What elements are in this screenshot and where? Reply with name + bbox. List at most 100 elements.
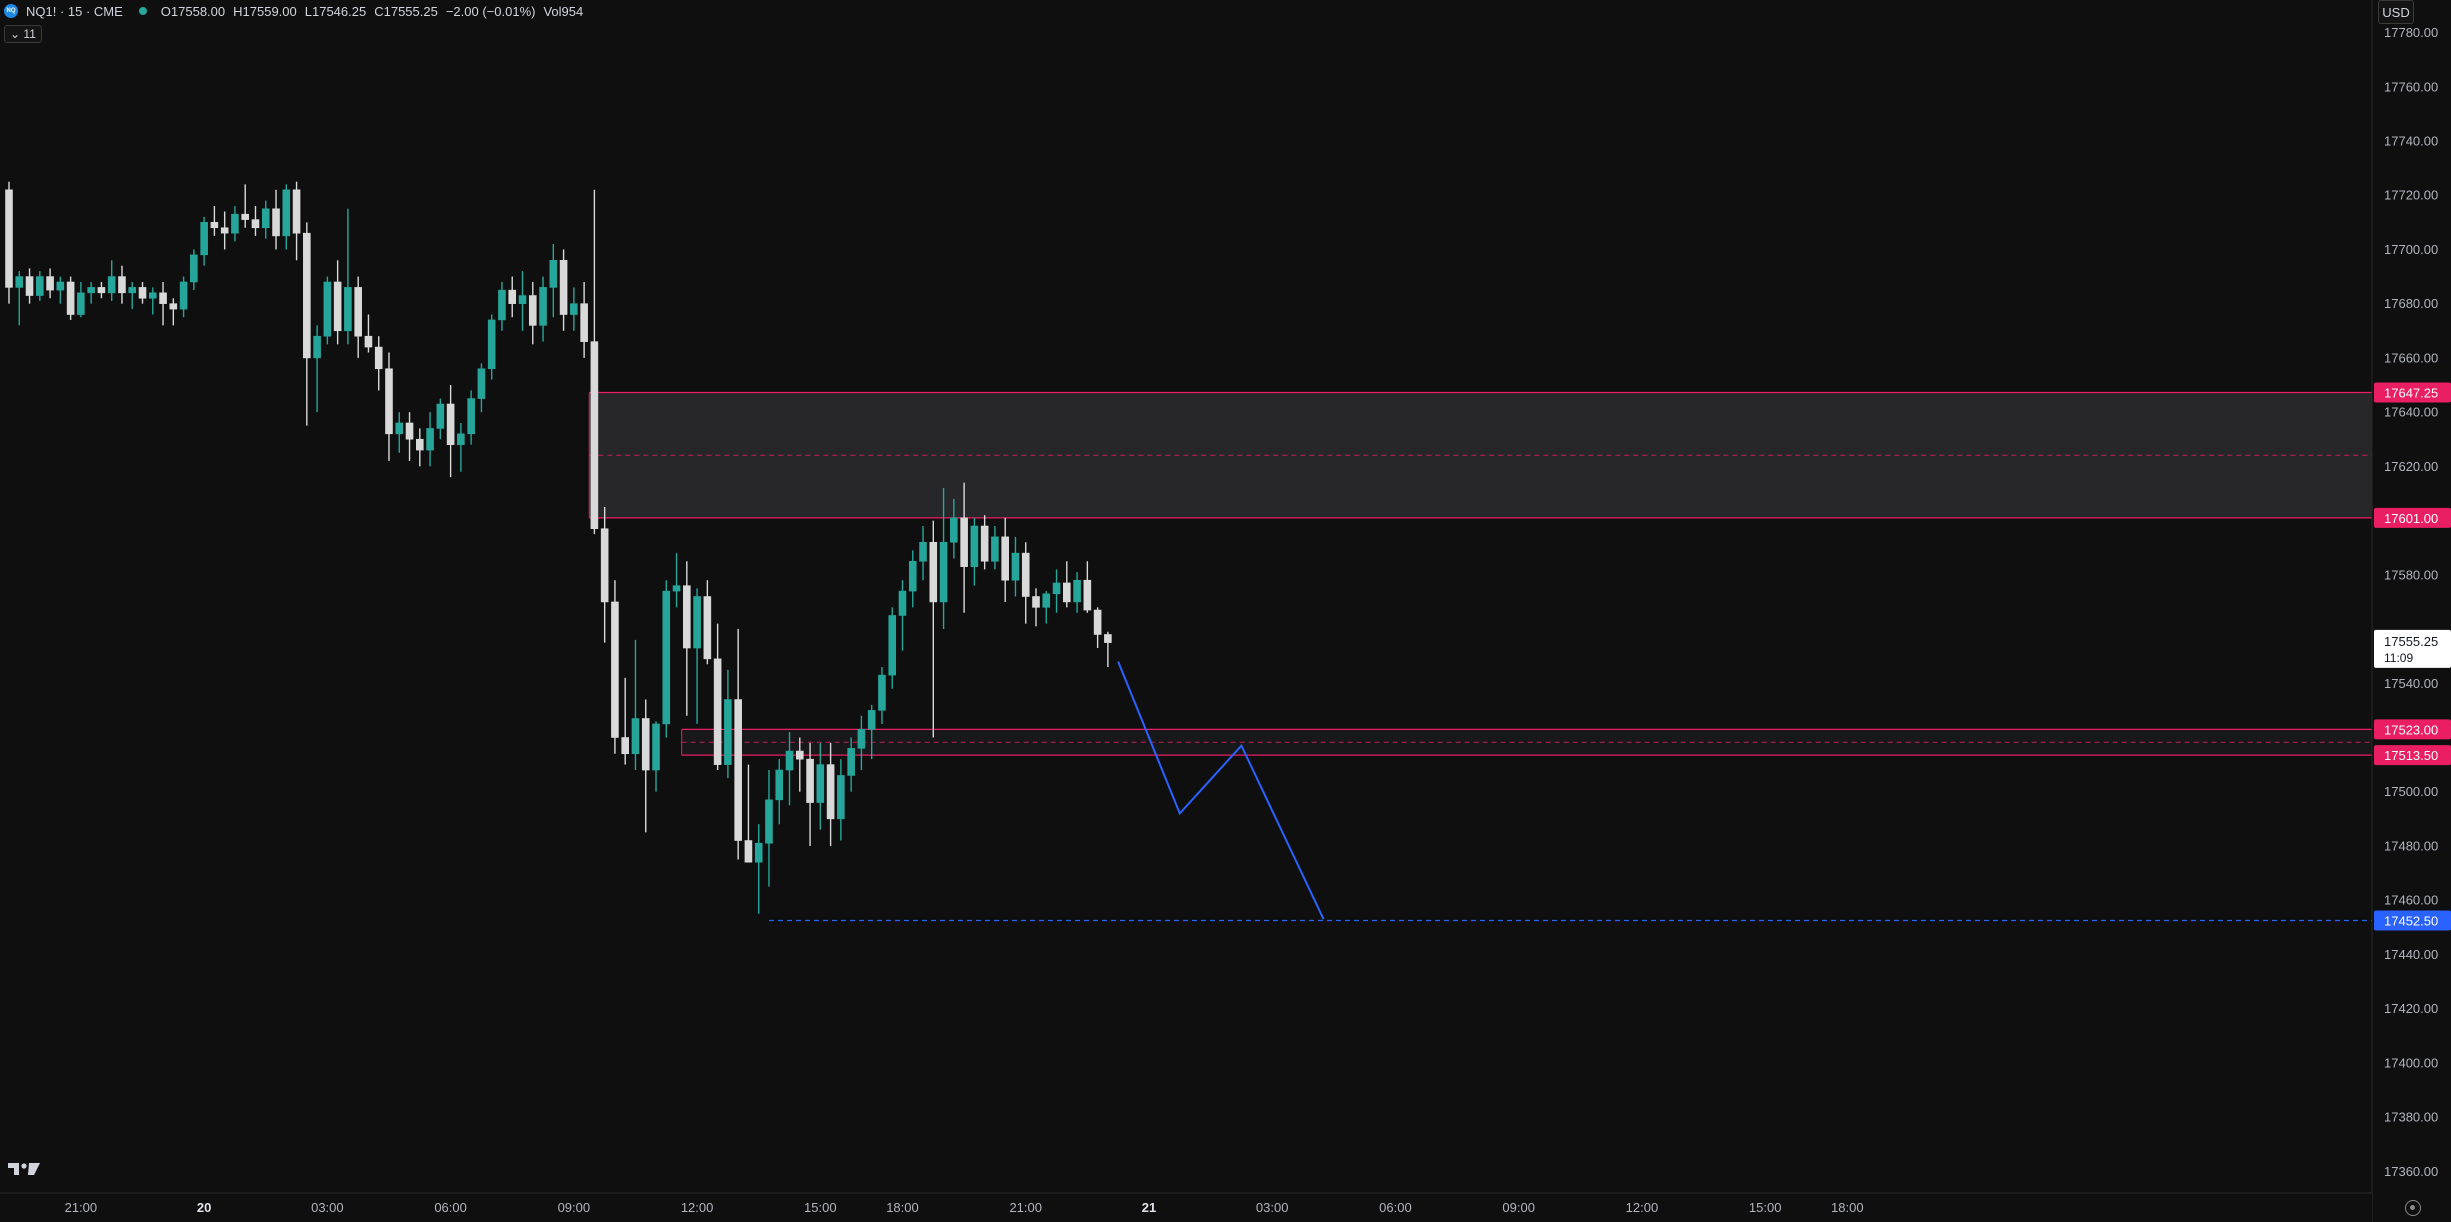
candle-body [785, 750, 794, 771]
price-label: 17601.00 [2384, 511, 2438, 526]
candle [878, 666, 886, 724]
candle [950, 498, 958, 559]
candle-body [313, 335, 321, 359]
candle [795, 737, 804, 792]
indicators-collapse-button[interactable]: ⌄ 11 [4, 25, 42, 43]
candle [939, 488, 948, 630]
candle-body [487, 319, 496, 370]
candle-body [467, 398, 475, 435]
candle [693, 588, 701, 724]
candle-body [908, 560, 917, 592]
candle-body [775, 769, 784, 801]
candle-body [190, 254, 198, 283]
candle-body [806, 758, 814, 803]
candle-body [919, 541, 927, 562]
candle-body [231, 213, 239, 234]
candle [159, 281, 167, 326]
candle-body [138, 287, 147, 299]
market-status-icon [138, 7, 147, 15]
candle [374, 336, 383, 391]
candle [344, 208, 352, 345]
candle [837, 759, 845, 841]
candle-body [477, 368, 486, 399]
candle-body [220, 227, 229, 234]
candle-body [457, 433, 465, 445]
candle [56, 276, 65, 304]
time-tick-label: 21:00 [1009, 1200, 1042, 1215]
candle [929, 520, 938, 738]
candle-body [539, 287, 547, 326]
chart-legend: NQ NQ1! · 15 · CME O17558.00 H17559.00 L… [4, 2, 583, 20]
candle [559, 249, 568, 331]
candle-body [107, 276, 116, 294]
candle [734, 629, 742, 860]
candle [631, 639, 640, 771]
candle-body [826, 764, 835, 820]
candle-body [261, 208, 270, 229]
candle [662, 580, 671, 738]
candle-body [631, 718, 640, 755]
candle-body [929, 541, 938, 603]
time-tick-label: 12:00 [681, 1200, 714, 1215]
candle [908, 550, 917, 608]
candle [97, 281, 106, 299]
candle [220, 211, 229, 250]
time-tick-label: 03:00 [1256, 1200, 1289, 1215]
candle [713, 623, 722, 771]
candle-body [1093, 609, 1102, 635]
candle-body [611, 601, 619, 738]
candle [785, 732, 794, 806]
candle [754, 824, 763, 914]
chart-settings-icon[interactable] [2405, 1200, 2421, 1216]
time-tick-label: 03:00 [311, 1200, 344, 1215]
candle [323, 276, 332, 345]
candle [508, 276, 517, 318]
candle [672, 553, 681, 608]
candle-body [272, 208, 280, 237]
candle-body [1073, 579, 1081, 603]
candle-body [713, 658, 722, 765]
candle [415, 428, 424, 467]
candle-body [1032, 596, 1040, 608]
candle-body [1083, 579, 1092, 611]
candle [364, 314, 373, 353]
price-label: 17513.50 [2384, 748, 2438, 763]
candle-body [590, 341, 599, 530]
symbol-title[interactable]: NQ1! · 15 · CME [26, 3, 123, 19]
candle-body [36, 276, 44, 296]
candle-body [1001, 536, 1009, 581]
candle-body [374, 346, 383, 370]
candle [15, 271, 24, 326]
candle [600, 507, 609, 643]
candle [190, 249, 198, 291]
candle-body [426, 428, 434, 451]
candle-body [323, 281, 332, 337]
candle-body [97, 287, 106, 294]
candle [457, 422, 465, 472]
time-tick-label: 21 [1142, 1200, 1156, 1215]
candle [5, 181, 13, 304]
candle [621, 677, 630, 765]
candle-body [1104, 634, 1112, 643]
candle-body [25, 276, 34, 296]
candle [261, 200, 270, 239]
candle [25, 268, 34, 304]
candle [775, 759, 784, 825]
candle-body [980, 525, 989, 562]
currency-button[interactable]: USD [2378, 0, 2414, 24]
candle-body [518, 295, 527, 304]
time-tick-label: 21:00 [65, 1200, 98, 1215]
tradingview-logo-icon[interactable] [7, 1158, 41, 1180]
candle [426, 412, 434, 467]
price-tick-label: 17660.00 [2384, 350, 2438, 365]
candle-body [939, 541, 948, 603]
time-tick-label: 18:00 [1831, 1200, 1864, 1215]
candle [1104, 631, 1112, 667]
candle [641, 699, 650, 833]
candle-body [621, 737, 630, 755]
candle [1021, 542, 1030, 624]
candle [436, 398, 445, 440]
candle-body [528, 295, 537, 326]
candle-body [867, 710, 876, 730]
